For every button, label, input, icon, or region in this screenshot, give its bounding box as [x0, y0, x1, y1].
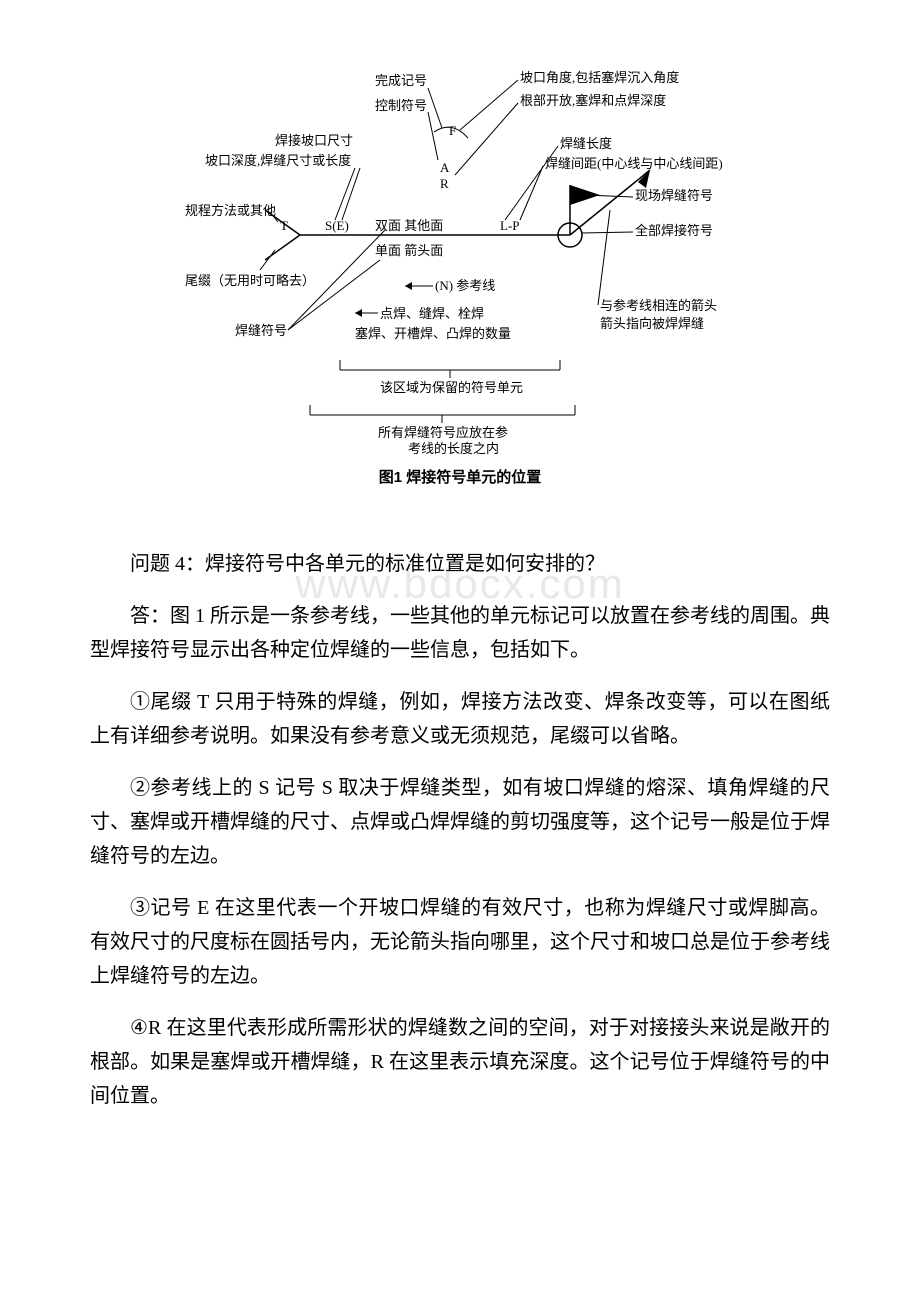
letter-f: F	[449, 123, 456, 138]
label-top-left-1: 完成记号	[375, 73, 427, 88]
label-ref-line: (N) 参考线	[435, 278, 495, 293]
label-mid-left-1: 焊接坡口尺寸	[275, 133, 353, 148]
item-1: ①尾缀 T 只用于特殊的焊缝，例如，焊接方法改变、焊条改变等，可以在图纸上有详细…	[90, 685, 830, 753]
item-2: ②参考线上的 S 记号 S 取决于焊缝类型，如有坡口焊缝的熔深、填角焊缝的尺寸、…	[90, 771, 830, 873]
label-detail-1: 点焊、缝焊、栓焊	[380, 306, 484, 321]
question-text: 问题 4：焊接符号中各单元的标准位置是如何安排的？	[90, 547, 830, 581]
label-bracket-2b: 考线的长度之内	[408, 441, 499, 456]
label-right-1: 现场焊缝符号	[635, 188, 713, 203]
label-top-right-1: 坡口角度,包括塞焊沉入角度	[520, 70, 679, 85]
welding-symbol-diagram: T S(E) F A R L-P 双面 其他面 单面 箭头面 完成记号 控制符号…	[180, 60, 740, 487]
document-body: 问题 4：焊接符号中各单元的标准位置是如何安排的？ 答：图 1 所示是一条参考线…	[90, 547, 830, 1113]
label-left-1: 规程方法或其他	[185, 203, 276, 218]
label-left-3: 焊缝符号	[235, 323, 287, 338]
label-mid-left-2: 坡口深度,焊缝尺寸或长度	[205, 153, 351, 168]
label-right-2: 全部焊接符号	[635, 223, 713, 238]
label-top-right-2: 根部开放,塞焊和点焊深度	[520, 93, 666, 108]
label-mid-right-2: 焊缝间距(中心线与中心线间距)	[545, 156, 723, 171]
letter-t: T	[280, 218, 288, 233]
item-3: ③记号 E 在这里代表一个开坡口焊缝的有效尺寸，也称为焊缝尺寸或焊脚高。有效尺寸…	[90, 891, 830, 993]
label-top-left-2: 控制符号	[375, 98, 427, 113]
label-left-2: 尾缀（无用时可略去）	[185, 273, 315, 288]
diagram-svg: T S(E) F A R L-P 双面 其他面 单面 箭头面 完成记号 控制符号…	[180, 60, 740, 460]
label-right-3: 与参考线相连的箭头	[600, 298, 717, 313]
center-top-text: 双面 其他面	[375, 218, 443, 233]
letter-lp: L-P	[500, 218, 520, 233]
answer-intro: 答：图 1 所示是一条参考线，一些其他的单元标记可以放置在参考线的周围。典型焊接…	[90, 599, 830, 667]
diagram-caption: 图1 焊接符号单元的位置	[180, 466, 740, 487]
label-mid-right-1: 焊缝长度	[560, 136, 612, 151]
label-bracket-2a: 所有焊缝符号应放在参	[378, 425, 508, 440]
letter-r: R	[440, 176, 449, 191]
label-detail-2: 塞焊、开槽焊、凸焊的数量	[355, 326, 511, 341]
center-bottom-text: 单面 箭头面	[375, 243, 443, 258]
item-4: ④R 在这里代表形成所需形状的焊缝数之间的空间，对于对接接头来说是敞开的根部。如…	[90, 1011, 830, 1113]
label-bracket-1: 该区域为保留的符号单元	[380, 380, 523, 395]
letter-se: S(E)	[325, 218, 349, 233]
letter-a: A	[440, 160, 450, 175]
label-right-4: 箭头指向被焊焊缝	[600, 316, 704, 331]
